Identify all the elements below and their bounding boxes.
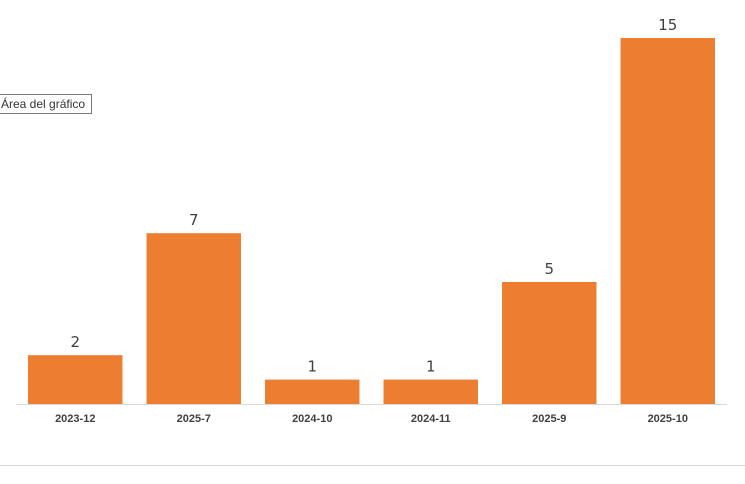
bar-2023-12[interactable] <box>28 355 123 404</box>
x-tick-label-2024-10: 2024-10 <box>292 413 332 425</box>
x-tick-label-2024-11: 2024-11 <box>411 413 451 425</box>
x-tick-label-2025-10: 2025-10 <box>648 413 688 425</box>
chart-area-tooltip: Área del gráfico <box>0 94 93 114</box>
data-label-2023-12: 2 <box>70 333 80 351</box>
divider <box>0 465 745 466</box>
bar-2025-7[interactable] <box>146 233 241 404</box>
bar-2024-11[interactable] <box>383 379 478 404</box>
bar-2025-9[interactable] <box>502 282 597 404</box>
bar-2025-10[interactable] <box>620 38 715 404</box>
data-label-2024-10: 1 <box>307 358 317 376</box>
x-tick-label-2023-12: 2023-12 <box>55 413 95 425</box>
data-label-2025-9: 5 <box>544 260 554 278</box>
data-label-2025-7: 7 <box>189 211 199 229</box>
x-tick-label-2025-7: 2025-7 <box>177 413 211 425</box>
data-label-2024-11: 1 <box>426 358 436 376</box>
bar-2024-10[interactable] <box>265 379 360 404</box>
x-tick-label-2025-9: 2025-9 <box>532 413 566 425</box>
data-label-2025-10: 15 <box>658 16 677 34</box>
